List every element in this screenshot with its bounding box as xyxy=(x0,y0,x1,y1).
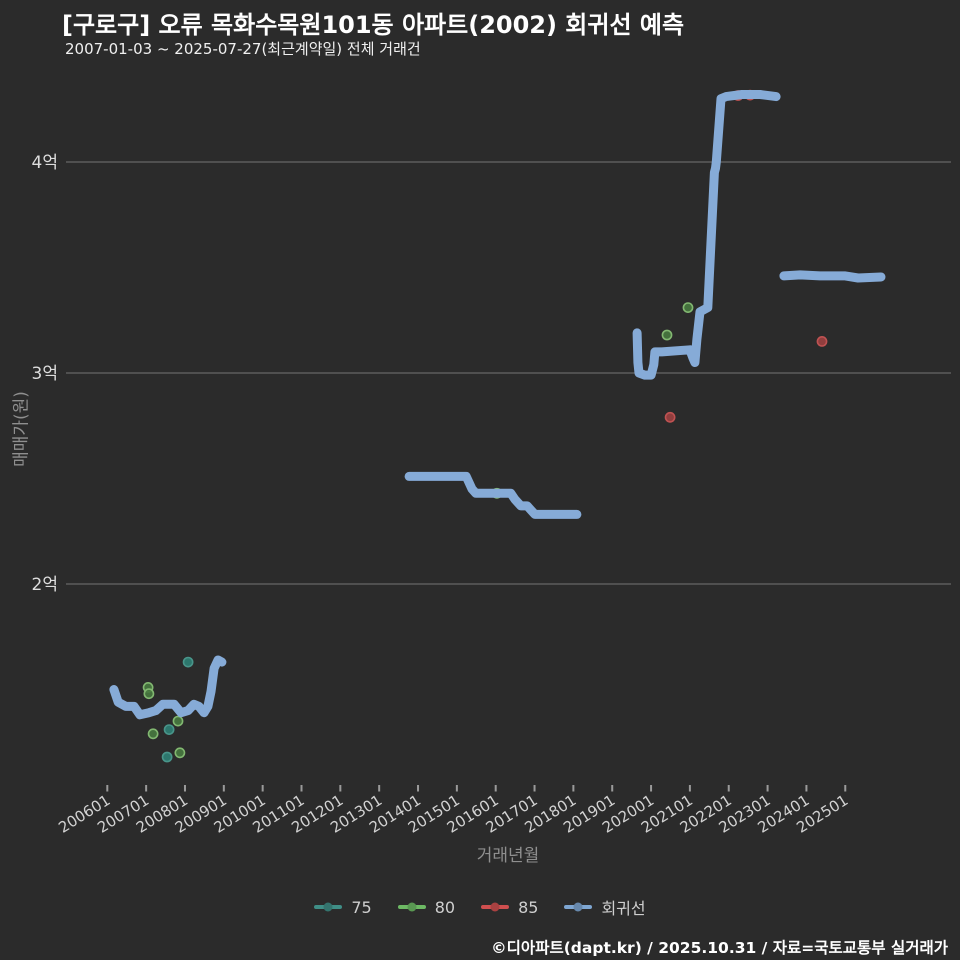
series-75-point xyxy=(163,724,175,735)
legend-label: 80 xyxy=(434,897,456,917)
legend-dot-icon xyxy=(407,902,417,912)
y-tick-label-2억: 2억 xyxy=(32,575,58,595)
series-80-point xyxy=(172,715,184,727)
legend-line-icon xyxy=(564,902,593,912)
legend-dot-icon xyxy=(323,902,333,912)
legend-label: 75 xyxy=(351,897,372,917)
x-axis-title: 거래년월 xyxy=(476,846,540,866)
legend-item-85[interactable]: 85 xyxy=(481,898,538,917)
regression-line-segment-1 xyxy=(109,655,227,720)
legend-item-75[interactable]: 75 xyxy=(314,897,372,917)
y-tick-label-3억: 3억 xyxy=(32,364,58,384)
series-85-point xyxy=(816,335,828,347)
legend-dot-icon xyxy=(573,902,583,912)
legend: 75 80 85 회귀선 xyxy=(0,894,960,920)
legend-item-회귀선[interactable]: 회귀선 xyxy=(564,895,646,919)
legend-label: 85 xyxy=(518,897,539,917)
series-80-point xyxy=(174,747,186,759)
legend-line-icon xyxy=(481,902,510,912)
series-80-point xyxy=(143,688,155,700)
series-85-point xyxy=(664,411,676,423)
footer-credit: ©디아파트(dapt.kr) / 2025.10.31 / 자료=국토교통부 실… xyxy=(491,939,948,957)
series-75-point xyxy=(161,751,173,763)
chart-title: [구로구] 오류 목화수목원101동 아파트(2002) 회귀선 예측 xyxy=(62,11,685,39)
regression-line-segment-2 xyxy=(404,471,582,519)
y-axis-title: 매매가(원) xyxy=(11,391,32,467)
series-75-point xyxy=(182,656,194,668)
legend-item-80[interactable]: 80 xyxy=(397,897,456,917)
regression-line-segment-4 xyxy=(779,270,886,283)
legend-line-icon xyxy=(314,902,343,912)
y-tick-label-4억: 4억 xyxy=(32,153,58,173)
series-80-point xyxy=(661,329,673,341)
regression-line-segment-3 xyxy=(632,90,781,380)
chart-subtitle: 2007-01-03 ~ 2025-07-27(최근계약일) 전체 거래건 xyxy=(65,40,421,58)
legend-dot-icon xyxy=(490,902,500,912)
legend-label: 회귀선 xyxy=(601,899,646,918)
series-80-point xyxy=(682,302,694,313)
series-80-point xyxy=(147,728,159,740)
legend-line-icon xyxy=(397,902,426,912)
